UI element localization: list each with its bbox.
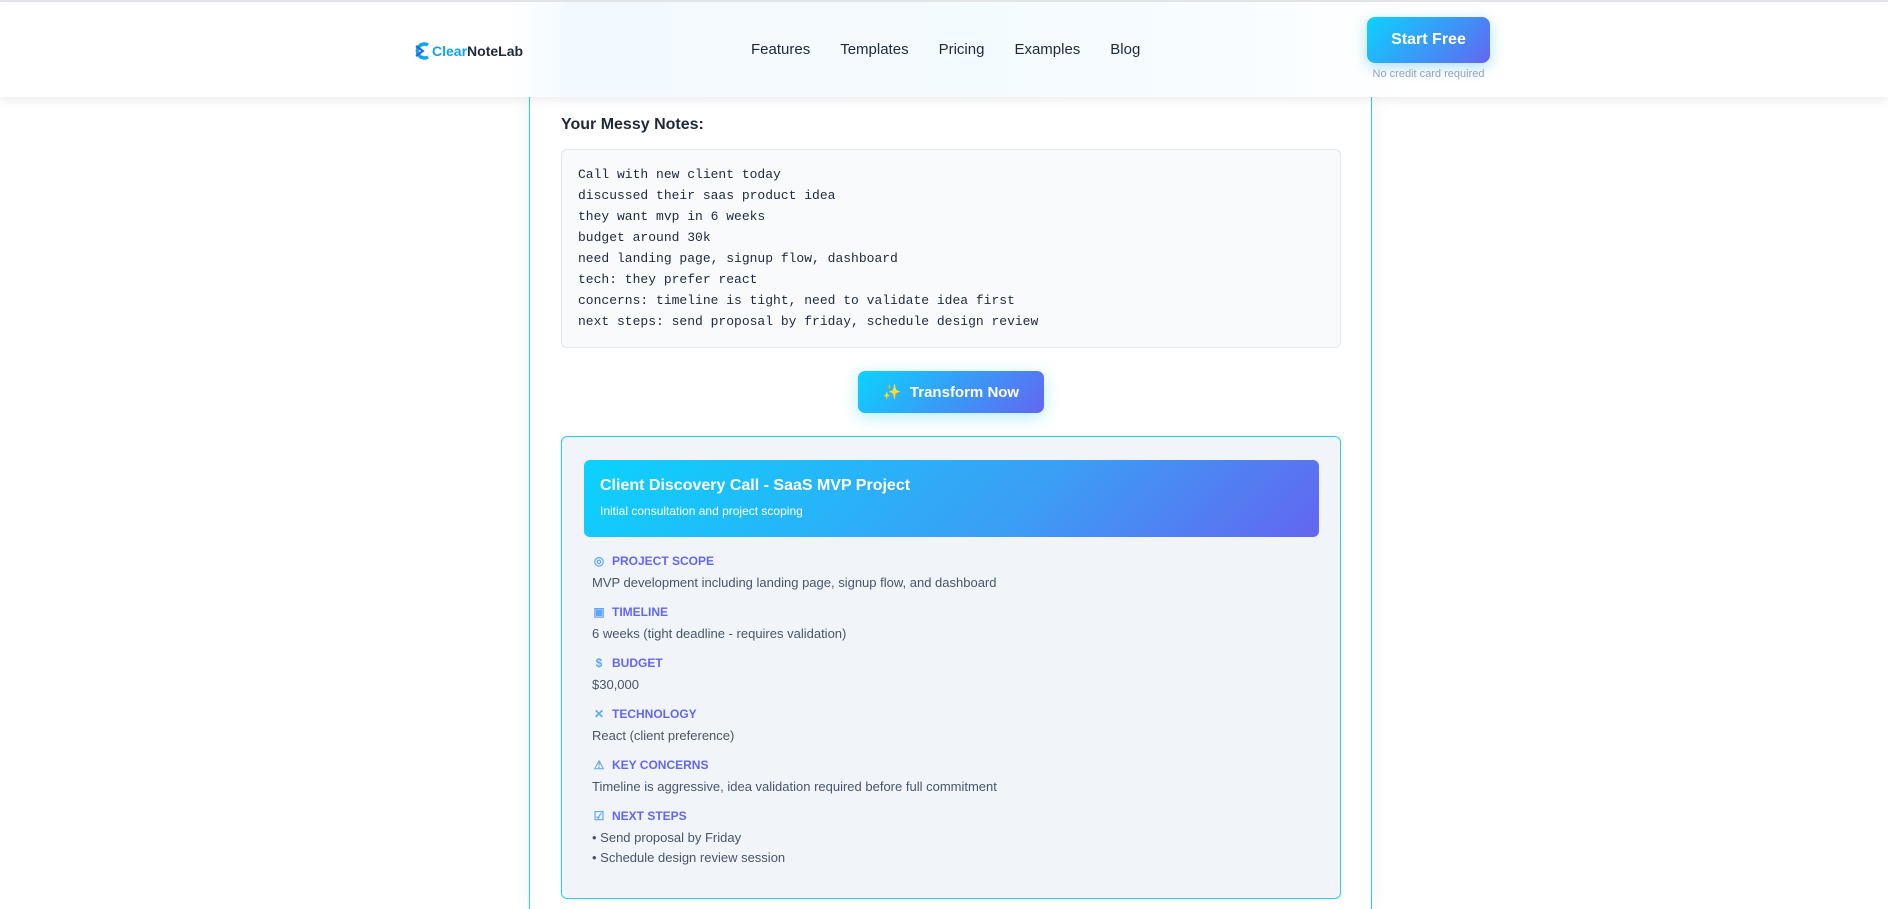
site-header: Clear NoteLab Features Templates Pricing … [0,2,1888,97]
cta-note: No credit card required [1372,68,1485,80]
start-free-button[interactable]: Start Free [1367,17,1490,63]
sparkles-icon: ✨ [882,384,902,401]
money-bag-icon: $ [595,656,603,670]
section-next-steps: ☑ NEXT STEPS • Send proposal by Friday • … [592,807,997,865]
warning-icon: ⚠ [593,758,605,772]
nav-examples[interactable]: Examples [1014,41,1081,58]
checkbox-icon: ☑ [593,809,605,823]
section-budget: $ BUDGET $30,000 [592,654,997,705]
result-card: Client Discovery Call - SaaS MVP Project… [561,436,1341,899]
logo-text-clear: Clear [432,43,468,59]
calendar-icon: ▣ [593,605,605,619]
logo[interactable]: Clear NoteLab [414,42,523,60]
nav-blog[interactable]: Blog [1110,41,1141,58]
top-border [0,0,1888,2]
section-label: TECHNOLOGY [612,707,697,721]
nav-pricing[interactable]: Pricing [938,41,985,58]
logo-icon [415,42,429,60]
result-subtitle: Initial consultation and project scoping [600,504,803,518]
section-label: NEXT STEPS [612,809,687,823]
section-key-concerns: ⚠ KEY CONCERNS Timeline is aggressive, id… [592,756,997,807]
demo-panel: Your Messy Notes: Call with new client t… [529,97,1372,909]
section-timeline: ▣ TIMELINE 6 weeks (tight deadline - requ… [592,603,997,654]
section-body: $30,000 [592,677,639,692]
notes-input[interactable]: Call with new client today discussed the… [561,149,1341,348]
section-label: PROJECT SCOPE [612,554,715,568]
result-header: Client Discovery Call - SaaS MVP Project… [584,460,1319,537]
result-sections: ◎ PROJECT SCOPE MVP development including… [592,552,997,865]
result-title: Client Discovery Call - SaaS MVP Project [600,477,911,494]
nav-features[interactable]: Features [751,41,811,58]
section-label: TIMELINE [612,605,668,619]
logo-text-notelab: NoteLab [467,43,524,59]
section-technology: ✕ TECHNOLOGY React (client preference) [592,705,997,756]
section-label: KEY CONCERNS [612,758,709,772]
transform-now-button[interactable]: ✨ Transform Now [858,371,1044,413]
section-body: MVP development including landing page, … [592,575,997,590]
list-item: • Schedule design review session [592,850,786,865]
section-project-scope: ◎ PROJECT SCOPE MVP development including… [592,552,997,603]
tools-icon: ✕ [593,707,605,721]
section-body: React (client preference) [592,728,735,743]
section-label: BUDGET [612,656,663,670]
list-item: • Send proposal by Friday [592,830,742,845]
target-icon: ◎ [593,554,605,568]
main-nav: Features Templates Pricing Examples Blog [751,41,1140,58]
nav-templates[interactable]: Templates [840,41,909,58]
notes-label: Your Messy Notes: [561,116,704,133]
section-body: Timeline is aggressive, idea validation … [592,779,997,794]
transform-label: Transform Now [909,384,1020,401]
section-body: 6 weeks (tight deadline - requires valid… [592,626,847,641]
